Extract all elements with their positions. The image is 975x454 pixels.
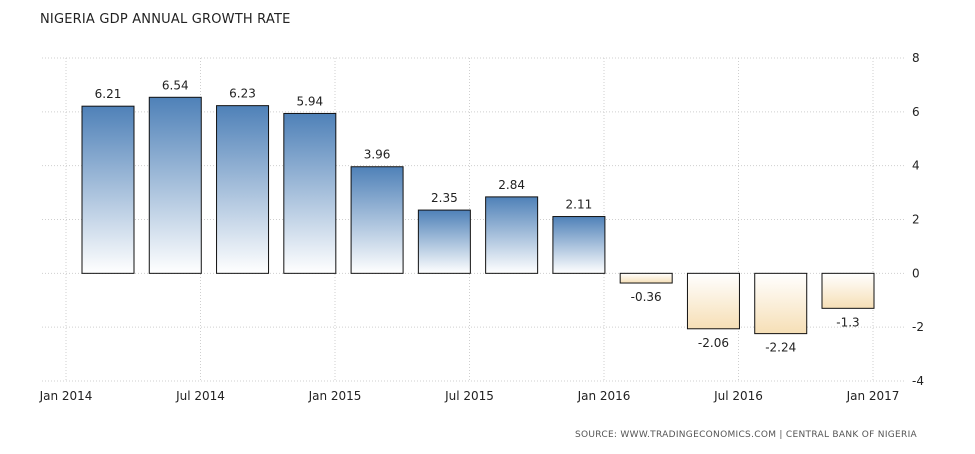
y-tick-label: 8: [912, 51, 920, 65]
bar-value-label: -2.24: [765, 341, 796, 355]
x-tick-label: Jan 2017: [846, 389, 900, 403]
bar-value-label: 2.11: [566, 198, 593, 212]
bar: [216, 105, 270, 274]
bar-value-label: 3.96: [364, 148, 391, 162]
bar: [148, 96, 202, 274]
x-tick-label: Jan 2014: [39, 389, 93, 403]
bar: [754, 272, 808, 335]
x-axis: Jan 2014 Jul 2014 Jan 2015 Jul 2015 Jan 2016…: [39, 389, 900, 403]
bar-value-label: 2.84: [498, 178, 525, 192]
y-tick-label: 2: [912, 213, 920, 227]
y-axis: 8 6 4 2 0 -2 -4: [912, 51, 924, 388]
bar: [619, 272, 673, 284]
bar-value-label: 6.21: [95, 87, 122, 101]
bar-value-label: -0.36: [631, 290, 662, 304]
bar: [821, 272, 875, 309]
bar-value-label: 6.54: [162, 78, 189, 92]
x-tick-label: Jan 2016: [577, 389, 631, 403]
y-tick-label: -4: [912, 374, 924, 388]
bar: [485, 196, 539, 274]
bar: [81, 105, 135, 274]
bar-value-label: 2.35: [431, 191, 458, 205]
y-tick-label: 4: [912, 159, 920, 173]
bar: [283, 112, 337, 274]
chart-source: SOURCE: WWW.TRADINGECONOMICS.COM | CENTR…: [574, 430, 917, 440]
x-tick-label: Jul 2016: [713, 389, 763, 403]
y-tick-label: 0: [912, 266, 920, 280]
data-labels: 6.21 6.54 6.23 5.94 3.96 2.35 2.84 2.11 -0.36 -2.…: [95, 78, 860, 354]
bar: [417, 209, 471, 274]
bar-series: [81, 96, 875, 335]
bar-value-label: -1.3: [836, 315, 859, 329]
bar: [686, 272, 740, 330]
bar-value-label: -2.06: [698, 336, 729, 350]
x-tick-label: Jul 2015: [444, 389, 494, 403]
bar: [350, 166, 404, 274]
y-tick-label: -2: [912, 320, 924, 334]
bar-value-label: 6.23: [229, 87, 256, 101]
x-tick-label: Jan 2015: [308, 389, 362, 403]
x-tick-label: Jul 2014: [175, 389, 225, 403]
chart-title: NIGERIA GDP ANNUAL GROWTH RATE: [40, 12, 291, 27]
y-tick-label: 6: [912, 105, 920, 119]
bar-value-label: 5.94: [296, 94, 323, 108]
bar: [552, 216, 606, 274]
